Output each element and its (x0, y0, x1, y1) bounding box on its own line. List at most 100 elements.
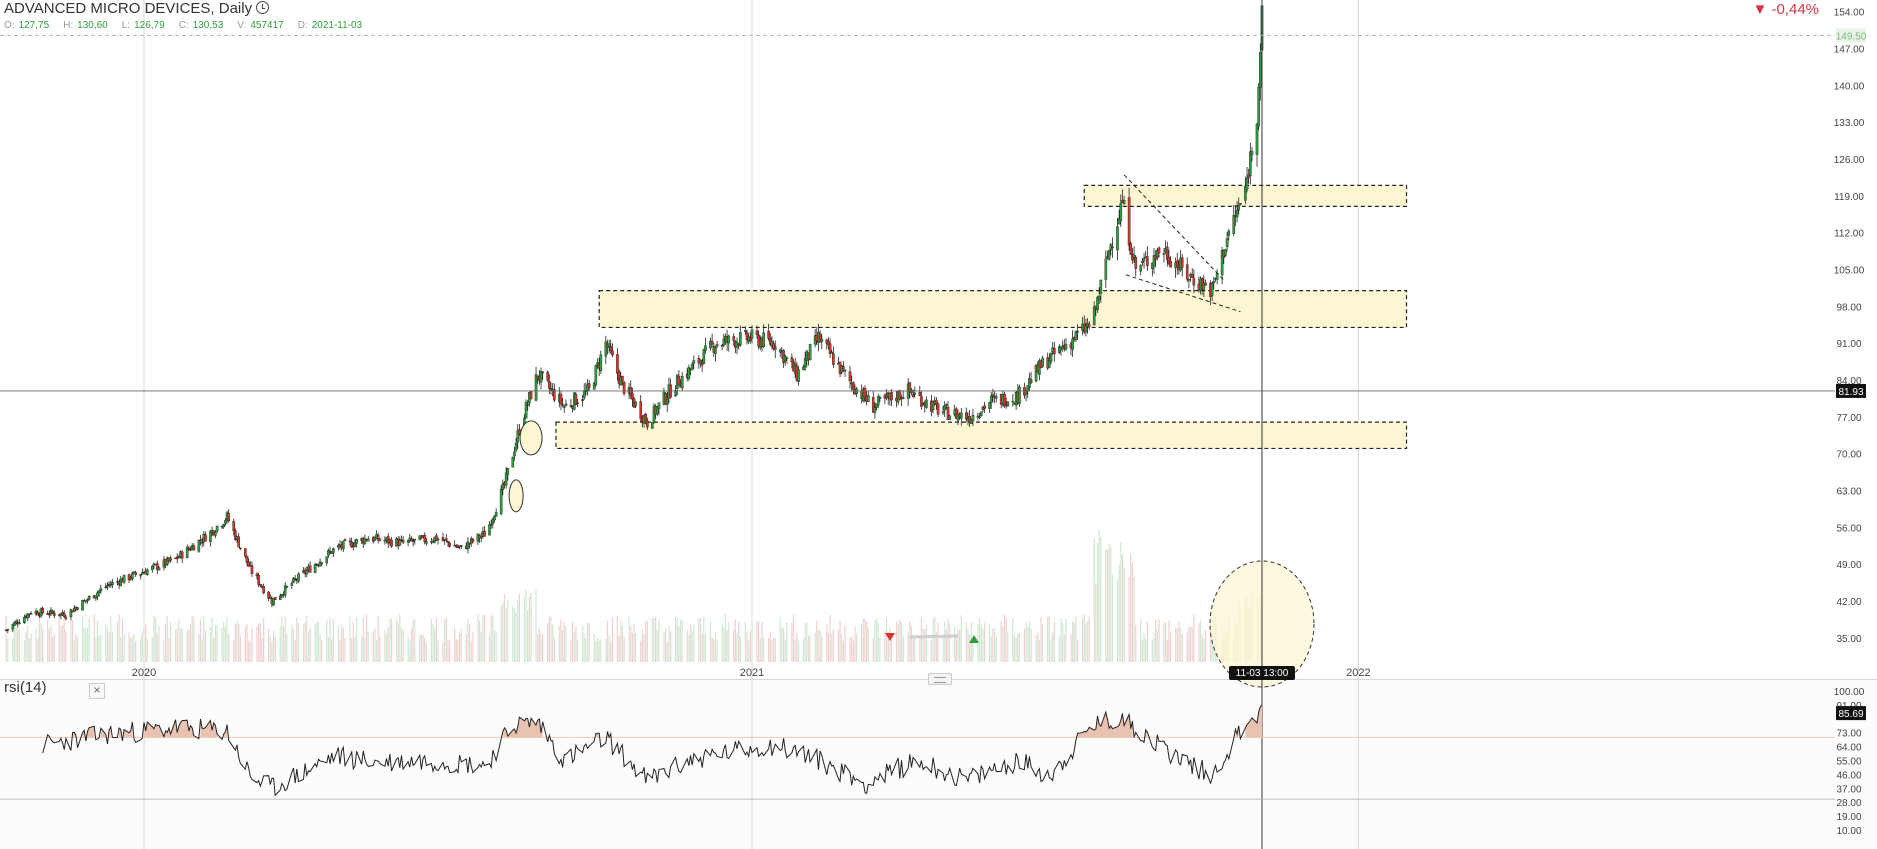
candle-body (511, 456, 515, 468)
candle-body (866, 395, 870, 402)
volume-bar (488, 635, 491, 662)
candle-body (739, 332, 742, 346)
candle-body (1154, 255, 1157, 260)
candle-body (714, 347, 717, 354)
volume-bar (944, 621, 946, 662)
candle-body (1244, 185, 1247, 201)
candle-body (406, 540, 410, 543)
volume-bar (35, 627, 37, 662)
volume-bar (817, 629, 820, 662)
volume-bar (1042, 624, 1044, 662)
candle-body (6, 628, 10, 631)
candle-body (355, 539, 358, 544)
candle-body (1167, 256, 1171, 264)
volume-bar (158, 625, 160, 662)
volume-bar (1106, 549, 1109, 662)
candle-body (1139, 265, 1143, 272)
candle-body (1166, 246, 1169, 261)
clock-icon[interactable] (256, 1, 270, 14)
volume-bar (302, 624, 305, 662)
candle-body (1003, 393, 1006, 407)
volume-bar (422, 633, 424, 662)
ohlc-volume-label: V: (237, 20, 247, 31)
volume-bar (25, 631, 27, 662)
volume-bar (955, 634, 957, 662)
volume-bar (713, 639, 715, 662)
ohlc-close-label: C: (178, 20, 189, 31)
candle-body (293, 578, 297, 580)
candle-body (564, 403, 568, 406)
volume-bar (58, 616, 60, 662)
candle-body (828, 343, 832, 354)
volume-bar (198, 633, 200, 662)
volume-bar (434, 629, 436, 662)
volume-bar (972, 641, 974, 662)
candle-body (1157, 247, 1161, 254)
volume-bar (736, 633, 738, 662)
candle-body (1187, 278, 1191, 281)
volume-bar (540, 633, 542, 662)
candle-body (732, 336, 736, 341)
volume-bar (1058, 636, 1060, 662)
volume-bar (1186, 632, 1188, 662)
candle-body (134, 572, 137, 575)
volume-bar (739, 636, 741, 662)
volume-bar (965, 621, 967, 662)
candle-body (11, 624, 15, 630)
candle-body (594, 365, 598, 386)
candle-body (622, 381, 626, 394)
volume-bar (267, 628, 270, 662)
volume-bar (407, 637, 409, 662)
volume-bar (88, 617, 90, 662)
candle-body (506, 468, 510, 475)
volume-bar (978, 617, 981, 662)
candle-body (1202, 283, 1206, 291)
rsi-overbought-fill (82, 730, 85, 738)
volume-bar (251, 627, 253, 662)
candle-body (690, 364, 694, 371)
volume-bar (864, 618, 866, 662)
volume-bar (1015, 637, 1017, 662)
volume-bar (121, 618, 124, 662)
volume-bar (960, 615, 962, 662)
ohlc-open-label: O: (4, 20, 15, 31)
y-axis-tick-label: 56.00 (1836, 523, 1861, 534)
candle-body (778, 349, 782, 353)
candle-body (1257, 86, 1260, 127)
candle-body (646, 420, 649, 428)
volume-bar (1023, 628, 1026, 662)
volume-bar (425, 641, 428, 662)
volume-bar (573, 632, 575, 662)
candle-body (215, 525, 219, 532)
volume-bar (85, 629, 87, 662)
candle-body (151, 565, 154, 571)
volume-bar (907, 631, 909, 662)
volume-bar (711, 637, 713, 662)
volume-bar (96, 620, 99, 662)
volume-bar (420, 634, 423, 662)
candle-body (971, 414, 975, 422)
volume-bar (48, 629, 50, 662)
candle-body (325, 556, 329, 564)
volume-bar (189, 623, 192, 662)
y-axis-tick-label: 70.00 (1836, 450, 1861, 461)
volume-bar (307, 632, 310, 662)
candle-body (611, 350, 614, 356)
volume-bar (281, 616, 283, 662)
volume-bar (571, 621, 574, 662)
chart-title: ADVANCED MICRO DEVICES, Daily (4, 0, 253, 17)
volume-bar (523, 595, 526, 662)
volume-bar (1193, 614, 1195, 662)
rsi-axis-tick-label: 46.00 (1836, 770, 1861, 781)
rsi-close-button[interactable]: × (89, 683, 105, 699)
candle-body (699, 360, 702, 365)
pane-resize-handle[interactable] (928, 673, 952, 685)
volume-bar (224, 626, 226, 662)
candle-body (948, 415, 951, 420)
volume-bar (641, 629, 643, 662)
candle-body (97, 590, 101, 594)
candle-body (222, 524, 226, 527)
candle-body (111, 581, 114, 586)
